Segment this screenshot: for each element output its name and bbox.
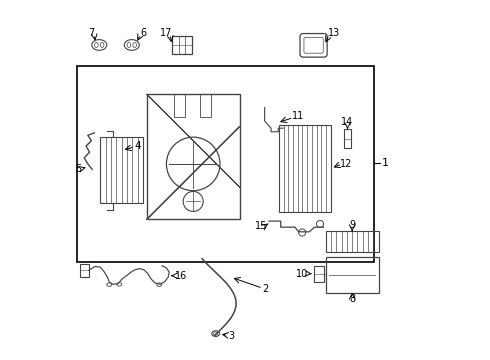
Text: 13: 13 xyxy=(327,28,340,38)
Bar xyxy=(199,94,211,117)
Text: 14: 14 xyxy=(342,117,354,127)
Text: 8: 8 xyxy=(349,294,355,303)
Text: 15: 15 xyxy=(255,221,267,231)
Text: 11: 11 xyxy=(292,111,304,121)
Bar xyxy=(100,137,143,203)
Text: 1: 1 xyxy=(382,158,389,168)
Text: 12: 12 xyxy=(340,159,352,169)
Bar xyxy=(77,66,373,262)
Bar xyxy=(279,125,331,212)
Text: 9: 9 xyxy=(349,220,355,230)
Text: 17: 17 xyxy=(160,28,172,38)
Text: 2: 2 xyxy=(263,284,269,294)
Bar xyxy=(326,231,379,252)
Bar xyxy=(147,94,240,219)
Text: 16: 16 xyxy=(175,271,188,281)
Text: 4: 4 xyxy=(135,141,141,151)
Text: 7: 7 xyxy=(88,28,95,38)
Bar xyxy=(172,36,192,54)
Bar xyxy=(344,129,351,148)
Bar xyxy=(173,94,185,117)
Bar xyxy=(314,266,323,282)
Bar xyxy=(80,264,89,277)
Text: 3: 3 xyxy=(228,331,235,341)
Text: 5: 5 xyxy=(74,164,81,174)
Text: 6: 6 xyxy=(140,28,146,38)
Text: 10: 10 xyxy=(296,269,308,279)
Bar xyxy=(326,257,379,293)
